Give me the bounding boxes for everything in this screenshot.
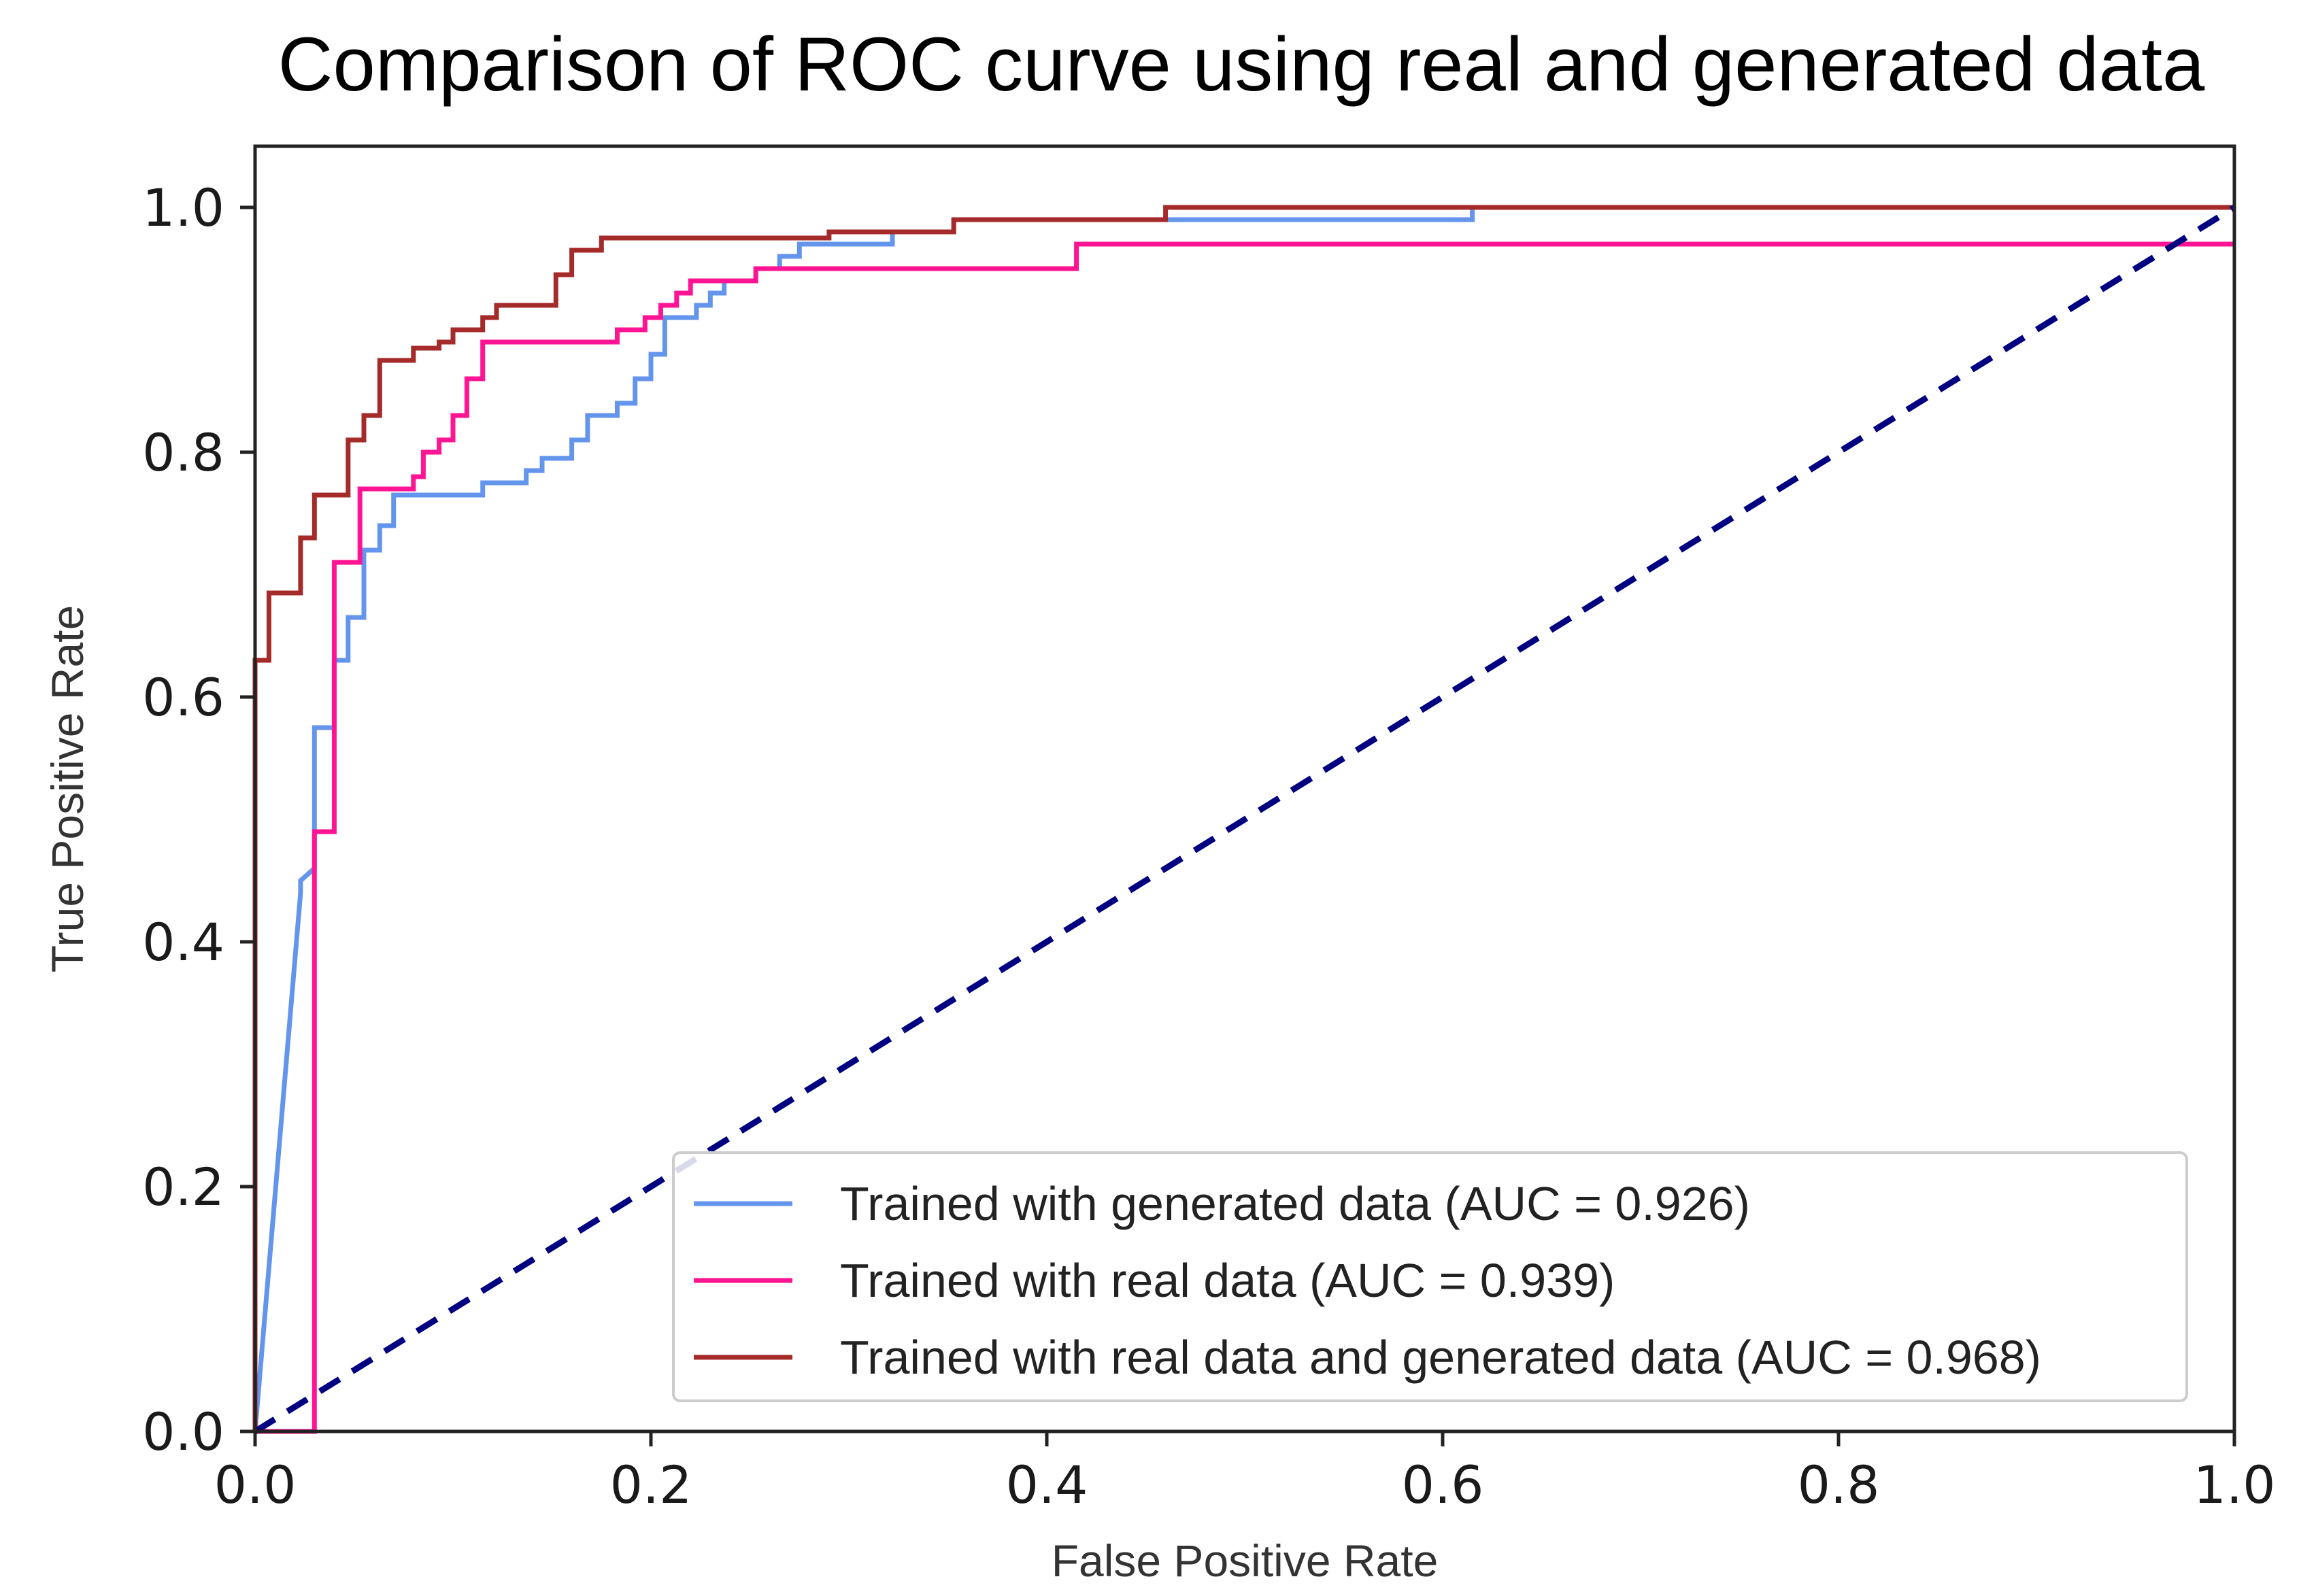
roc-series-line-1 — [255, 241, 2234, 1434]
y-tick-label: 0.0 — [142, 1402, 224, 1462]
roc-series-line-2 — [252, 205, 2234, 1431]
x-axis-label: False Positive Rate — [1052, 1535, 1439, 1586]
legend-label: Trained with real data and generated dat… — [840, 1331, 2041, 1384]
chance-diagonal-line — [253, 205, 2236, 1434]
plot-frame — [253, 144, 2236, 1433]
y-tick-label: 0.6 — [142, 667, 224, 728]
y-tick-label: 1.0 — [142, 177, 224, 238]
series-layer — [252, 205, 2236, 1434]
x-tick-label: 0.2 — [610, 1455, 692, 1515]
chart-title: Comparison of ROC curve using real and g… — [278, 22, 2205, 107]
y-axis-label: True Positive Rate — [42, 605, 93, 972]
legend-label: Trained with real data (AUC = 0.939) — [840, 1254, 1615, 1307]
legend-box — [672, 1151, 2188, 1402]
x-tick-label: 0.6 — [1402, 1455, 1484, 1515]
y-tick-label: 0.2 — [142, 1157, 224, 1217]
y-tick-label: 0.4 — [142, 912, 224, 972]
legend-label: Trained with generated data (AUC = 0.926… — [840, 1177, 1750, 1230]
legend: Trained with generated data (AUC = 0.926… — [672, 1151, 2188, 1402]
roc-series-line-0 — [252, 205, 2234, 1432]
legend-entries: Trained with generated data (AUC = 0.926… — [694, 1177, 2041, 1384]
x-tick-label: 0.0 — [214, 1455, 297, 1515]
ticks-layer: 0.0 0.2 0.4 0.6 0.8 1.0 0.0 0.2 0.4 0.6 0.8 1.0 — [142, 177, 2275, 1515]
x-tick-label: 1.0 — [2194, 1455, 2276, 1515]
y-tick-label: 0.8 — [142, 422, 224, 483]
x-tick-label: 0.8 — [1798, 1455, 1880, 1515]
x-tick-label: 0.4 — [1006, 1455, 1088, 1515]
